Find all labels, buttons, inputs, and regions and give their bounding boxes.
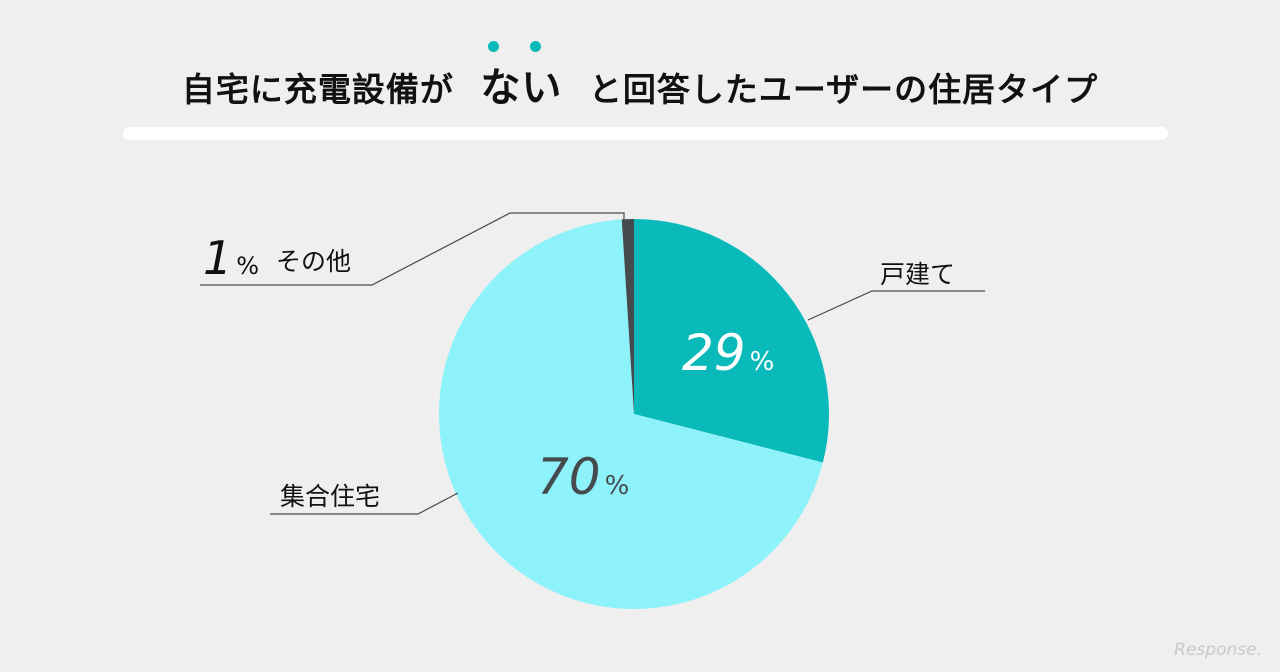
- value-unit: %: [236, 252, 259, 280]
- category-label: 集合住宅: [280, 482, 380, 511]
- value-unit: %: [605, 471, 630, 501]
- title-text-after: と回答したユーザーの住居タイプ: [588, 70, 1099, 109]
- value-label: 70%: [537, 448, 629, 506]
- leader-line: [200, 212, 625, 286]
- pie-slice: [439, 219, 823, 609]
- value-label: 1%: [203, 231, 259, 285]
- value-number: 29: [682, 324, 746, 382]
- value-number: 1: [203, 231, 232, 285]
- title-text-before: 自宅に充電設備が: [181, 70, 454, 109]
- title-underline: [123, 127, 1168, 140]
- value-label: 29%: [682, 324, 774, 382]
- emphasis-dot: [530, 41, 542, 52]
- category-label: その他: [276, 247, 351, 276]
- emphasis-dots: [480, 41, 562, 53]
- value-unit: %: [750, 347, 775, 377]
- leader-line: [270, 492, 459, 515]
- category-label: 戸建て: [880, 260, 955, 289]
- value-number: 70: [537, 448, 601, 506]
- title-emphasis: ない: [480, 41, 563, 113]
- emphasis-dot: [488, 41, 500, 52]
- pie-slice: [634, 219, 829, 463]
- pie-slice: [621, 219, 634, 414]
- title-emphasis-text: ない: [480, 65, 563, 111]
- leader-line: [807, 290, 985, 321]
- watermark-text: Response.: [1174, 640, 1262, 660]
- chart-title: 自宅に充電設備が ない と回答したユーザーの住居タイプ: [0, 41, 1280, 113]
- watermark-logo: Response.: [1174, 640, 1262, 660]
